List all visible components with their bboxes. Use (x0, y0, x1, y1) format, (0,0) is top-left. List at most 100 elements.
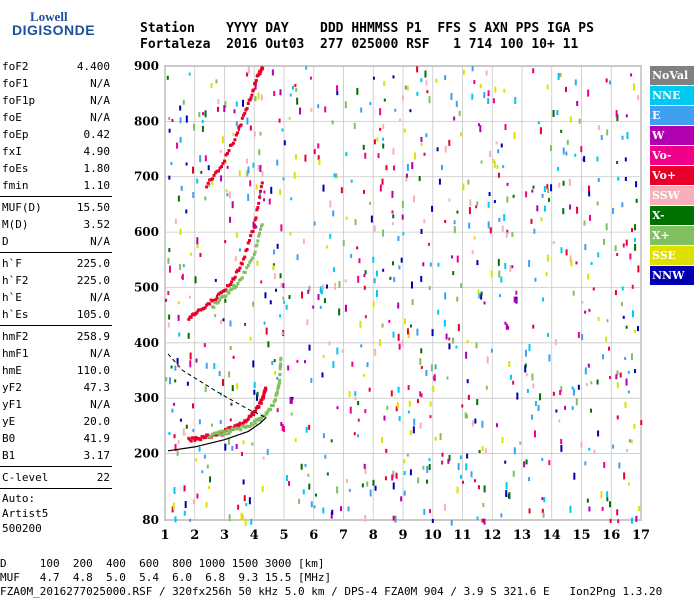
echo-point (572, 290, 575, 296)
echo-point (574, 153, 577, 157)
y-tick-label: 200 (134, 447, 159, 461)
echo-point (186, 381, 189, 386)
echo-point (362, 144, 365, 150)
echo-point (246, 72, 249, 77)
trace-point (249, 414, 253, 418)
echo-point (450, 519, 453, 526)
echo-point (379, 127, 382, 131)
trace-point (260, 223, 264, 227)
param-row: yF1 N/A (0, 396, 112, 413)
trace-point (237, 424, 241, 428)
echo-point (584, 461, 587, 466)
echo-point (397, 236, 400, 242)
echo-point (624, 356, 627, 360)
echo-point (322, 184, 325, 192)
echo-point (276, 376, 279, 380)
echo-point (249, 180, 252, 187)
echo-point (238, 248, 241, 252)
trace-point (230, 280, 234, 284)
echo-point (240, 451, 243, 456)
echo-point (228, 191, 231, 199)
echo-point (615, 110, 618, 118)
echo-point (313, 505, 316, 509)
params-group4: hmF2 258.9 hmF1 N/A hmE 110.0 yF2 47.3 yF1 N/A yE 2… (0, 328, 112, 464)
echo-point (559, 73, 562, 78)
echo-point (245, 503, 248, 507)
echo-point (448, 198, 451, 202)
trace-point (252, 88, 256, 92)
echo-point (169, 377, 172, 385)
echo-point (512, 380, 515, 385)
echo-point (417, 477, 420, 484)
echo-point (333, 173, 336, 178)
echo-point (397, 333, 400, 341)
trace-point (264, 387, 268, 391)
echo-point (291, 85, 294, 90)
echo-point (369, 102, 372, 106)
echo-point (203, 343, 206, 348)
echo-point (168, 248, 171, 253)
params-group3: h`F 225.0 h`F2 225.0 h`E N/A h`Es 105.0 (0, 255, 112, 323)
echo-point (606, 497, 609, 502)
y-tick-label: 800 (134, 114, 159, 128)
echo-point (480, 160, 483, 164)
echo-point (630, 353, 633, 361)
echo-point (259, 131, 262, 136)
param-row: h`Es 105.0 (0, 306, 112, 323)
echo-point (382, 137, 385, 141)
echo-point (363, 463, 366, 469)
x-tick-label: 10 (424, 528, 442, 543)
echo-point (390, 390, 393, 397)
trace-point (278, 378, 282, 382)
echo-point (272, 263, 275, 267)
echo-point (480, 293, 483, 300)
echo-point (187, 332, 190, 339)
trace-point (237, 125, 241, 129)
echo-point (500, 513, 503, 518)
footer-file-info: FZA0M_2016277025000.RSF / 320fx256h 50 k… (0, 585, 663, 598)
echo-point (588, 191, 591, 197)
echo-point (342, 240, 345, 247)
param-label: M(D) (2, 218, 29, 231)
echo-point (220, 175, 223, 182)
echo-point (350, 254, 353, 259)
echo-point (621, 202, 624, 208)
echo-point (609, 518, 612, 523)
echo-point (471, 420, 474, 427)
echo-point (558, 419, 561, 423)
echo-point (308, 424, 311, 430)
echo-point (182, 99, 185, 105)
echo-point (476, 399, 479, 406)
echo-point (234, 256, 237, 262)
echo-point (481, 518, 484, 523)
echo-point (208, 486, 211, 490)
param-row: foF1p N/A (0, 92, 112, 109)
echo-point (341, 349, 344, 353)
echo-point (514, 97, 517, 105)
param-label: B0 (2, 432, 16, 445)
echo-point (460, 132, 463, 137)
trace-point (271, 403, 275, 407)
trace-point (203, 306, 207, 310)
echo-point (214, 314, 217, 318)
trace-point (206, 181, 210, 185)
echo-point (189, 352, 192, 360)
trace-point (231, 284, 235, 288)
echo-point (524, 349, 527, 357)
trace-point (225, 151, 229, 155)
echo-point (515, 290, 518, 295)
echo-point (407, 385, 410, 391)
echo-point (624, 401, 627, 408)
echo-point (481, 420, 484, 428)
param-value: N/A (90, 347, 110, 360)
echo-point (617, 519, 620, 524)
echo-point (376, 137, 379, 142)
echo-point (394, 108, 397, 112)
param-label: foEp (2, 128, 29, 141)
param-row: h`E N/A (0, 289, 112, 306)
trace-point (258, 195, 262, 199)
echo-point (177, 440, 180, 445)
echo-point (309, 76, 312, 80)
logo-line2: DIGISONDE (12, 22, 96, 38)
echo-point (465, 351, 468, 359)
